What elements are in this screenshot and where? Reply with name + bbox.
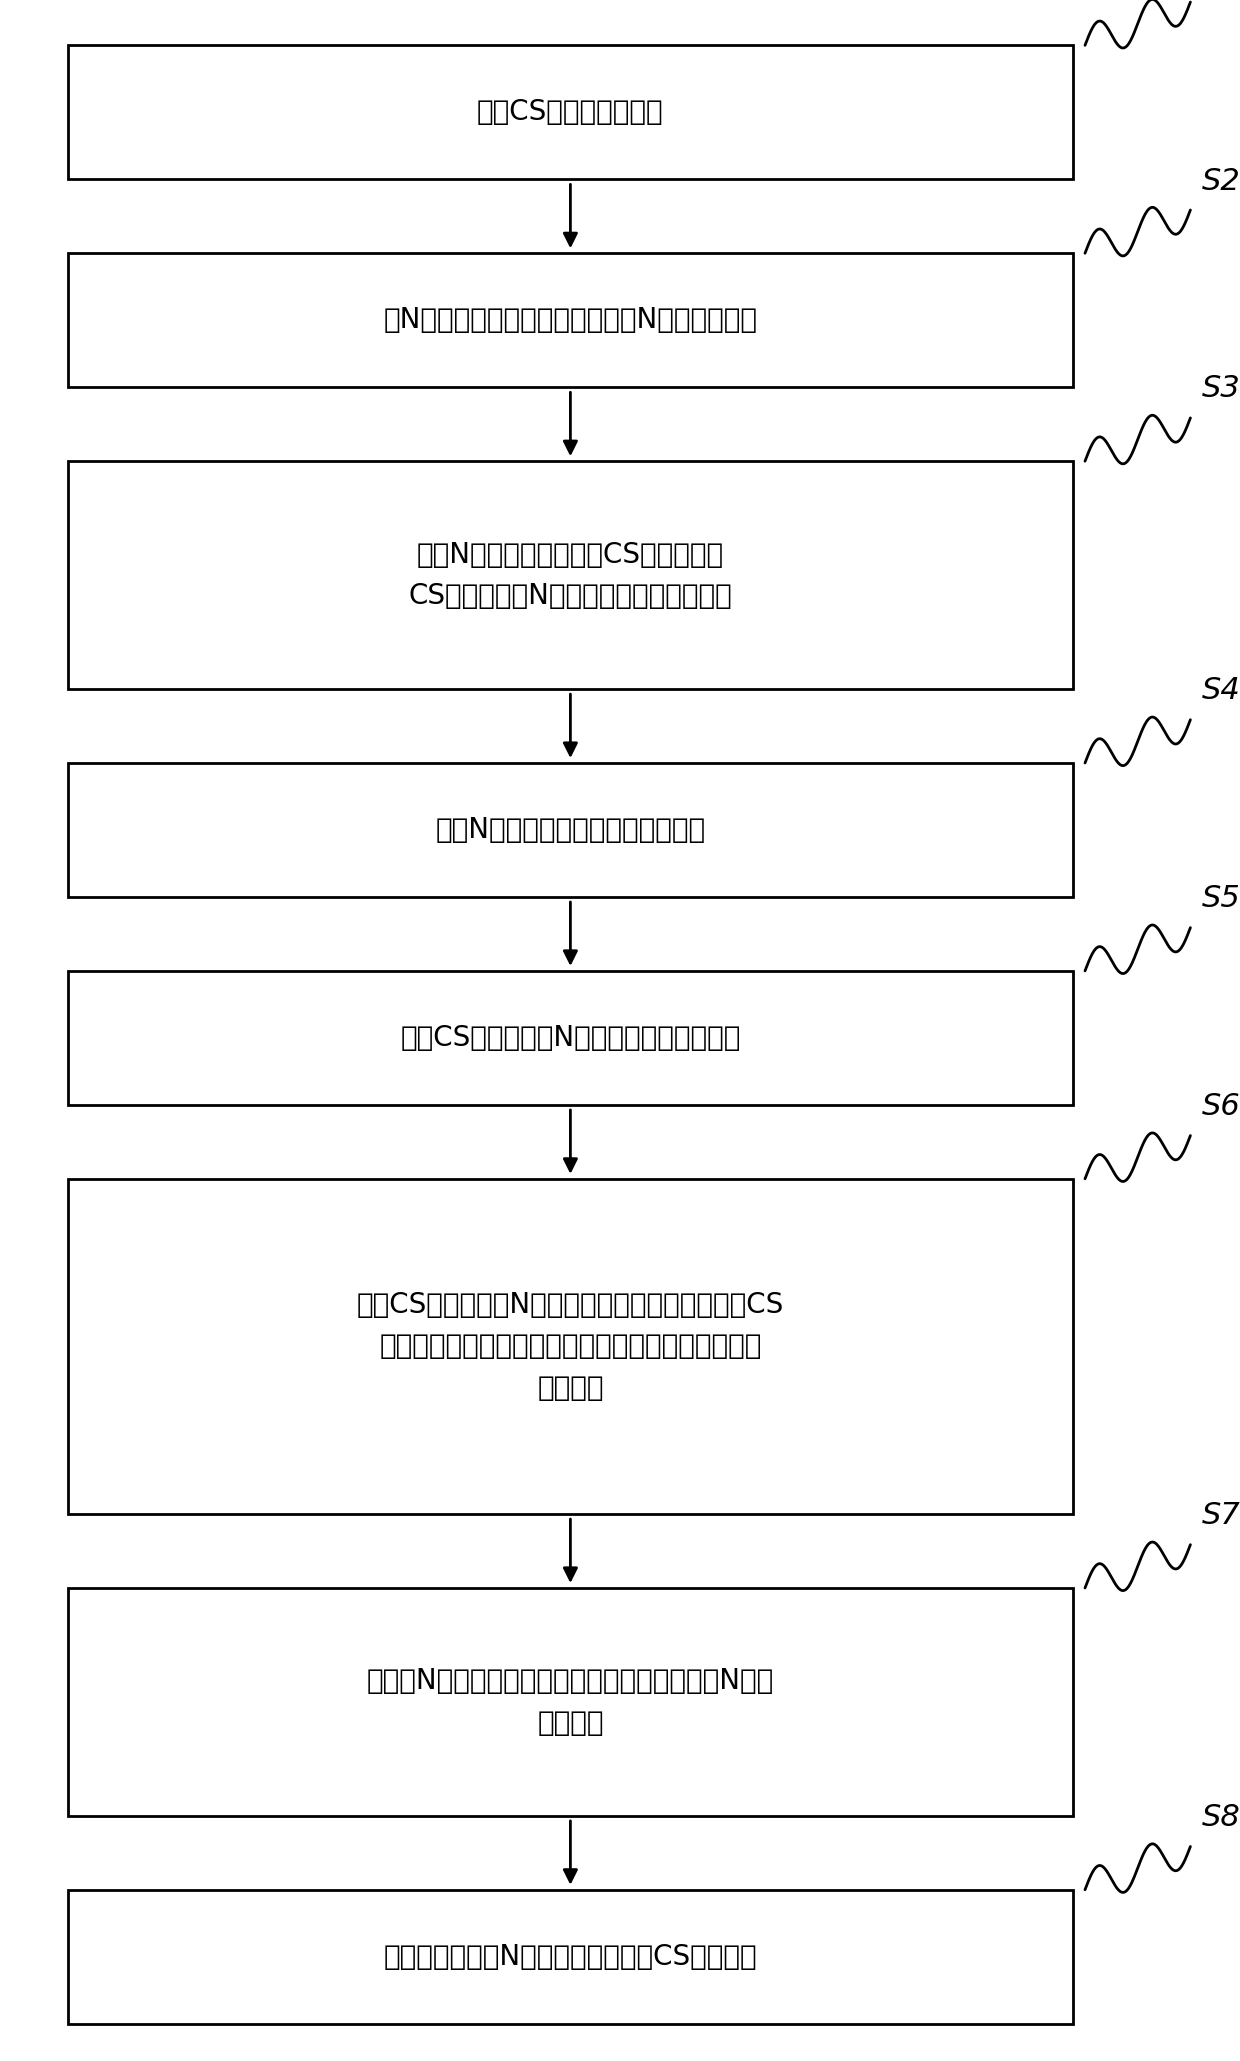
- Text: 对N个参数集进行数字化处理得到N个参数控制码: 对N个参数集进行数字化处理得到N个参数控制码: [383, 307, 758, 334]
- Bar: [68, 45, 1073, 179]
- Text: 利用最近生成的N个参数控制码生成CS本振序列: 利用最近生成的N个参数控制码生成CS本振序列: [383, 1944, 758, 1970]
- Text: S8: S8: [1202, 1803, 1240, 1832]
- Bar: [68, 971, 1073, 1105]
- Text: S3: S3: [1202, 375, 1240, 404]
- Bar: [68, 1179, 1073, 1515]
- Text: S7: S7: [1202, 1500, 1240, 1529]
- Bar: [68, 254, 1073, 387]
- Text: S4: S4: [1202, 676, 1240, 705]
- Text: 确定CS本振序列在N个频率处的幅度补偿值: 确定CS本振序列在N个频率处的幅度补偿值: [401, 1024, 740, 1051]
- Text: 利用N个参数控制码生成CS本振序列，
CS本振序列由N个单音本振信号叠加而成: 利用N个参数控制码生成CS本振序列， CS本振序列由N个单音本振信号叠加而成: [408, 540, 733, 610]
- Bar: [68, 1587, 1073, 1816]
- Text: S6: S6: [1202, 1092, 1240, 1121]
- Text: 确定CS本振序列初始值: 确定CS本振序列初始值: [477, 99, 663, 126]
- Text: 分别对N个修正后的参数集进行数字化处理得到N个参
数控制码: 分别对N个修正后的参数集进行数字化处理得到N个参 数控制码: [367, 1667, 774, 1737]
- Text: 检测N个目标信道中载波信号的幅度: 检测N个目标信道中载波信号的幅度: [435, 816, 706, 845]
- Text: S5: S5: [1202, 884, 1240, 913]
- Text: 利用CS本振序列在N个频率处的幅度补偿值对参考CS
本振序列在相应频率处的幅度进行修正，得到修正后
的参数集: 利用CS本振序列在N个频率处的幅度补偿值对参考CS 本振序列在相应频率处的幅度进…: [357, 1292, 784, 1401]
- Bar: [68, 763, 1073, 897]
- Text: S2: S2: [1202, 167, 1240, 196]
- Bar: [68, 462, 1073, 688]
- Bar: [68, 1890, 1073, 2024]
